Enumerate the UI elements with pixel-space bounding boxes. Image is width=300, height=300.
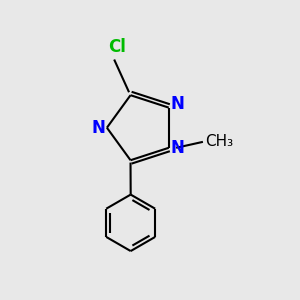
- Text: N: N: [170, 139, 184, 157]
- Text: Cl: Cl: [108, 38, 126, 56]
- Text: CH₃: CH₃: [205, 134, 233, 149]
- Text: N: N: [171, 95, 184, 113]
- Text: N: N: [92, 119, 106, 137]
